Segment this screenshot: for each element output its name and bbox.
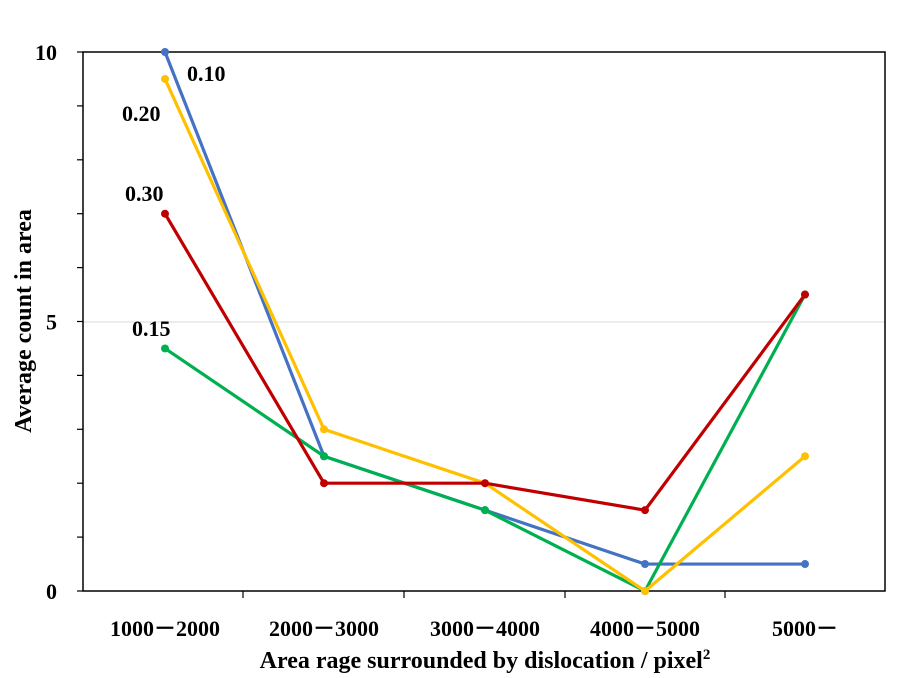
- series-0.30: [161, 209, 809, 515]
- series-label-0.20: 0.20: [122, 101, 161, 126]
- data-point-0.10-3: [641, 560, 649, 569]
- x-axis-title-superscript: 2: [703, 647, 711, 663]
- data-point-0.20-0: [161, 74, 169, 83]
- y-axis-title: Average count in area: [11, 209, 37, 433]
- series-label-0.15: 0.15: [132, 316, 171, 341]
- data-point-0.30-3: [641, 506, 649, 515]
- x-tick-label-1: 2000－3000: [269, 616, 379, 641]
- x-tick-label-3: 4000－5000: [590, 616, 700, 641]
- y-axis-tick-labels: 0 5 10: [35, 40, 57, 604]
- data-point-0.20-3: [641, 587, 649, 595]
- series-label-0.30: 0.30: [125, 181, 164, 206]
- x-tick-label-2: 3000－4000: [430, 616, 540, 641]
- data-point-0.15-2: [481, 506, 489, 515]
- data-point-0.20-4: [801, 452, 809, 461]
- y-tick-label-0: 0: [46, 579, 57, 604]
- x-tick-label-0: 1000－2000: [110, 616, 220, 641]
- series-label-0.10: 0.10: [187, 61, 226, 86]
- x-axis-ticks: [242, 591, 726, 598]
- data-point-0.10-0: [161, 48, 169, 56]
- data-point-0.30-2: [481, 479, 489, 488]
- data-point-0.15-0: [161, 344, 169, 353]
- data-point-0.30-1: [320, 479, 328, 488]
- x-tick-label-4: 5000－: [772, 616, 838, 641]
- y-axis-ticks: [77, 51, 83, 592]
- x-axis-tick-labels: 1000－2000 2000－3000 3000－4000 4000－5000 5000…: [110, 616, 838, 641]
- x-axis-title-text: Area rage surrounded by dislocation / pi…: [260, 648, 703, 674]
- series-lines: [161, 48, 809, 595]
- data-point-0.20-1: [320, 425, 328, 434]
- series-labels: 0.10 0.20 0.30 0.15: [122, 61, 226, 341]
- data-point-0.15-1: [320, 452, 328, 461]
- y-tick-label-5: 5: [46, 310, 57, 335]
- data-point-0.10-4: [801, 560, 809, 569]
- y-tick-label-10: 10: [35, 40, 57, 65]
- data-point-0.30-4: [801, 290, 809, 299]
- data-point-0.30-0: [161, 209, 169, 218]
- x-axis-title: Area rage surrounded by dislocation / pi…: [260, 647, 711, 674]
